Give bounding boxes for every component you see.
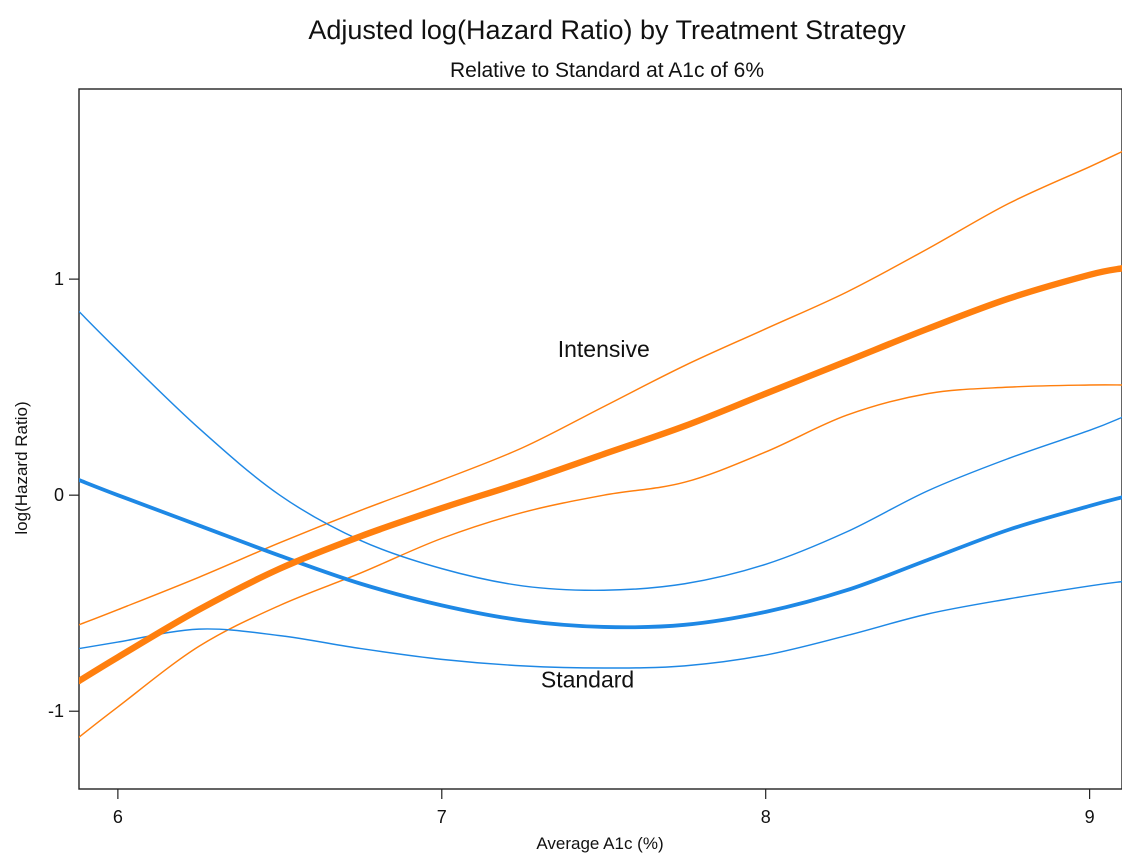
x-tick-label: 7 [437, 807, 447, 827]
y-tick-label: -1 [48, 701, 64, 721]
series-layer [79, 150, 1122, 738]
x-tick-label: 8 [761, 807, 771, 827]
x-axis-label: Average A1c (%) [536, 834, 663, 853]
intensive-estimate-line [79, 265, 1122, 685]
annotation-intensive: Intensive [558, 336, 650, 362]
chart-subtitle: Relative to Standard at A1c of 6% [450, 59, 764, 82]
annotation-standard: Standard [541, 666, 634, 692]
y-tick-label: 1 [54, 269, 64, 289]
chart-title: Adjusted log(Hazard Ratio) by Treatment … [308, 15, 906, 45]
standard-upper-line [79, 310, 1122, 592]
y-axis-label: log(Hazard Ratio) [12, 401, 31, 534]
axes-layer: 6 7 8 9 -1 0 1 [48, 269, 1095, 827]
y-tick-label: 0 [54, 485, 64, 505]
x-tick-label: 9 [1085, 807, 1095, 827]
standard-estimate-line [79, 478, 1122, 630]
x-tick-label: 6 [113, 807, 123, 827]
annotation-layer: Intensive Standard [541, 336, 650, 693]
intensive-upper-line [79, 150, 1122, 626]
standard-lower-line [79, 580, 1122, 669]
plot-frame [78, 88, 1122, 790]
plot-area-frame [78, 88, 1122, 790]
